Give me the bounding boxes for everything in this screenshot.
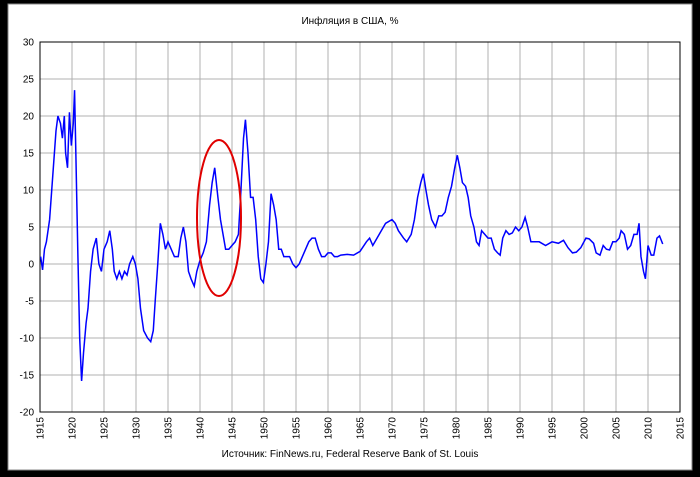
x-tick-label: 2005 — [612, 417, 623, 440]
x-tick-label: 1965 — [356, 417, 367, 440]
y-tick-label: 30 — [23, 38, 35, 49]
y-tick-label: 5 — [28, 223, 34, 234]
x-tick-label: 1935 — [164, 417, 175, 440]
x-tick-label: 1985 — [484, 417, 495, 440]
x-tick-label: 1980 — [452, 417, 463, 440]
x-tick-label: 2000 — [580, 417, 591, 440]
x-tick-label: 1930 — [132, 417, 143, 440]
x-tick-label: 1925 — [100, 417, 111, 440]
x-tick-label: 2010 — [644, 417, 655, 440]
x-tick-label: 1955 — [292, 417, 303, 440]
x-tick-label: 1920 — [68, 417, 79, 440]
y-tick-label: -20 — [20, 408, 35, 419]
x-tick-label: 1940 — [196, 417, 207, 440]
data-line — [39, 90, 664, 381]
chart-title: Инфляция в США, % — [301, 15, 398, 27]
x-tick-label: 1960 — [324, 417, 335, 440]
x-tick-label: 1975 — [420, 417, 431, 440]
x-tick-label: 1970 — [388, 417, 399, 440]
x-tick-label: 1990 — [516, 417, 527, 440]
y-tick-label: 0 — [28, 260, 34, 271]
x-tick-label: 1995 — [548, 417, 559, 440]
y-tick-label: 20 — [23, 112, 35, 123]
y-tick-label: 15 — [23, 149, 35, 160]
x-tick-label: 1950 — [260, 417, 271, 440]
y-tick-label: -5 — [25, 297, 34, 308]
x-tick-label: 1915 — [36, 417, 47, 440]
highlight-ellipse — [196, 139, 242, 297]
chart-panel — [7, 3, 693, 471]
x-tick-label: 1945 — [228, 417, 239, 440]
y-tick-label: 25 — [23, 75, 35, 86]
plot-area: -20 -15 -10 -5 0 5 10 15 20 25 30 1915 1920 1925 1930 1… — [20, 38, 687, 440]
x-axis-label: Источник: FinNews.ru, Federal Reserve Ba… — [222, 449, 479, 460]
y-tick-label: 10 — [23, 186, 35, 197]
plot-border — [39, 41, 681, 413]
x-tick-label: 2015 — [676, 417, 687, 440]
y-tick-label: -10 — [20, 334, 35, 345]
y-tick-label: -15 — [20, 371, 35, 382]
